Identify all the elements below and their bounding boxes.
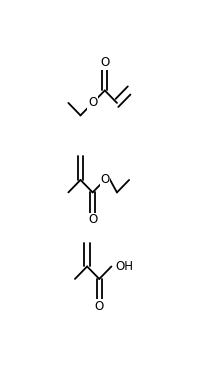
Text: OH: OH	[115, 260, 134, 273]
Text: O: O	[88, 213, 97, 226]
Text: O: O	[88, 96, 97, 109]
Text: O: O	[100, 56, 109, 69]
Text: O: O	[100, 173, 109, 186]
Text: O: O	[95, 300, 104, 313]
